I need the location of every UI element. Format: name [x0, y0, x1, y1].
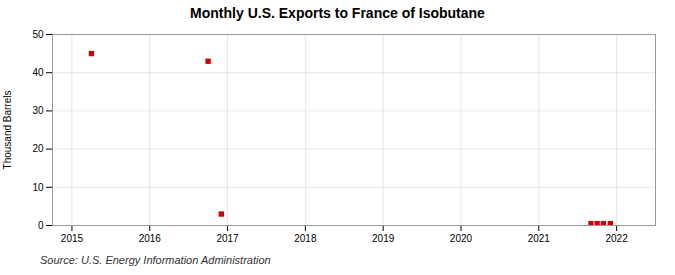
svg-text:2019: 2019 — [372, 233, 395, 244]
svg-text:0: 0 — [38, 220, 44, 231]
svg-text:2021: 2021 — [528, 233, 551, 244]
html-text:Monthly U.S. Exports to France: Monthly U.S. Exports to France of Isobut… — [190, 5, 485, 21]
svg-text:30: 30 — [32, 105, 44, 116]
svg-text:2018: 2018 — [294, 233, 317, 244]
svg-text:20: 20 — [32, 143, 44, 154]
svg-text:2017: 2017 — [216, 233, 239, 244]
svg-text:2020: 2020 — [450, 233, 473, 244]
svg-text:10: 10 — [32, 182, 44, 193]
svg-text:50: 50 — [32, 29, 44, 40]
svg-text:40: 40 — [32, 67, 44, 78]
svg-text:2015: 2015 — [61, 233, 84, 244]
svg-text:2016: 2016 — [139, 233, 162, 244]
svg-text:2022: 2022 — [605, 233, 628, 244]
html-text:Source: U.S. Energy Informatio: Source: U.S. Energy Information Administ… — [40, 254, 271, 266]
svg-text:Thousand Barrels: Thousand Barrels — [2, 91, 13, 170]
